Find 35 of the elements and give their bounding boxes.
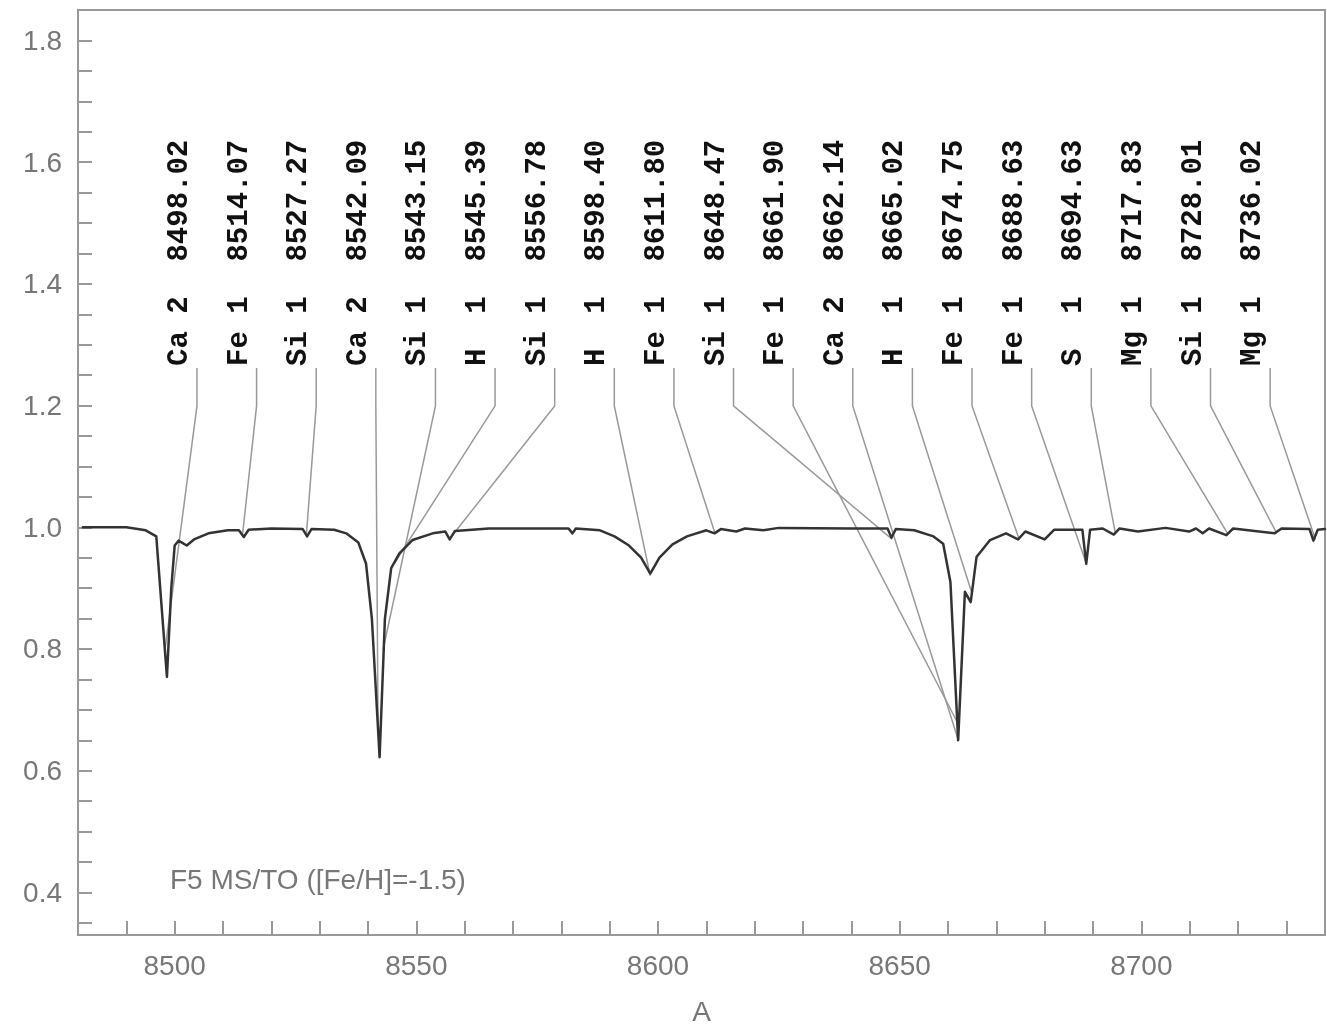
annotation: Mg 1 8717.83 [1116, 139, 1150, 366]
annotation: S 1 8694.63 [1057, 139, 1091, 366]
annotation: H 1 8665.02 [878, 139, 912, 366]
y-tick-label: 0.4 [23, 876, 62, 908]
annotation: Fe 1 8611.80 [639, 139, 673, 366]
annotation: Fe 1 8688.63 [997, 139, 1031, 366]
annotation: H 1 8598.40 [580, 139, 614, 366]
y-tick-label: 1.4 [23, 268, 62, 300]
y-tick-label: 0.8 [23, 633, 62, 665]
annotation: Ca 2 8498.02 [162, 139, 196, 366]
annotation: Ca 2 8662.14 [818, 139, 852, 366]
x-tick-label: 8700 [1110, 949, 1173, 981]
x-tick-label: 8500 [143, 949, 206, 981]
annotation: Fe 1 8661.90 [759, 139, 793, 366]
annotation: Mg 1 8736.02 [1236, 139, 1270, 366]
x-tick-label: 8600 [626, 949, 690, 981]
annotation: Si 1 8728.01 [1176, 139, 1210, 366]
y-tick-label: 1.2 [23, 390, 62, 422]
x-axis-title: A [692, 995, 712, 1027]
annotation: Si 1 8648.47 [699, 139, 733, 366]
y-tick-label: 1.6 [23, 146, 62, 178]
y-tick-label: 0.6 [23, 755, 62, 787]
annotation: Si 1 8543.15 [401, 139, 435, 366]
annotation: F5 MS/TO ([Fe/H]=-1.5) [170, 863, 466, 895]
y-tick-label: 1.8 [23, 24, 62, 56]
annotation: H 1 8545.39 [461, 139, 495, 366]
annotation: Ca 2 8542.09 [341, 139, 375, 366]
annotation: Si 1 8556.78 [520, 139, 554, 366]
x-tick-label: 8550 [385, 949, 448, 981]
x-tick-label: 8650 [868, 949, 931, 981]
annotation: Si 1 8527.27 [282, 139, 316, 366]
annotation: Fe 1 8514.07 [222, 139, 256, 366]
line-series [81, 526, 1327, 759]
y-tick-label: 1.0 [23, 511, 62, 543]
annotation: Fe 1 8674.75 [938, 139, 972, 366]
